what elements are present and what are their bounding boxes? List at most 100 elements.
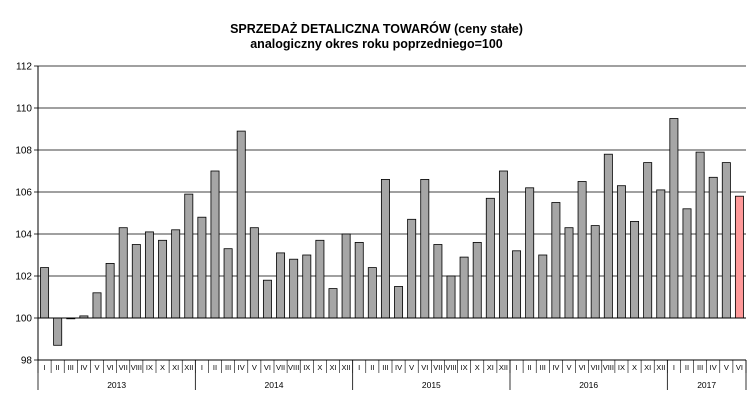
bar bbox=[118, 227, 128, 319]
bar bbox=[236, 130, 246, 319]
y-axis-ticks: 98 100 102 104 106 108 110 112 bbox=[15, 62, 32, 367]
y-tick-label: 98 bbox=[21, 356, 33, 367]
x-tick-label: VIII bbox=[131, 363, 142, 372]
x-tick-label: IX bbox=[461, 363, 468, 372]
year-label: 2015 bbox=[422, 380, 441, 390]
bar bbox=[551, 202, 561, 319]
x-tick-label: VIII bbox=[603, 363, 614, 372]
year-label: 2017 bbox=[697, 380, 716, 390]
x-tick-label: XII bbox=[656, 363, 665, 372]
bar bbox=[367, 267, 377, 319]
x-tick-label: III bbox=[68, 363, 74, 372]
x-tick-label: II bbox=[213, 363, 217, 372]
bar bbox=[433, 244, 443, 319]
bar bbox=[498, 170, 508, 319]
x-tick-label: VII bbox=[119, 363, 128, 372]
bar bbox=[158, 239, 168, 319]
bar bbox=[223, 248, 233, 319]
x-tick-label: VIII bbox=[288, 363, 299, 372]
x-tick-label: III bbox=[540, 363, 546, 372]
x-axis-ticks: I II III IV V VI VII VIII IX X XI XII I II III IV V VI VII… bbox=[44, 363, 743, 390]
x-tick-label: I bbox=[44, 363, 46, 372]
y-tick-label: 112 bbox=[16, 62, 32, 73]
x-tick-label: II bbox=[528, 363, 532, 372]
y-tick-label: 106 bbox=[15, 188, 32, 199]
bar bbox=[184, 193, 194, 319]
bar bbox=[407, 218, 417, 319]
x-tick-label: XI bbox=[644, 363, 651, 372]
bar bbox=[472, 241, 482, 319]
x-tick-label: V bbox=[409, 363, 414, 372]
grid-lines bbox=[34, 65, 746, 361]
x-tick-label: VIII bbox=[445, 363, 456, 372]
bar bbox=[341, 233, 351, 319]
bar bbox=[734, 195, 744, 319]
x-tick-label: IV bbox=[552, 363, 559, 372]
bar bbox=[171, 229, 181, 319]
bar bbox=[144, 231, 154, 319]
bar bbox=[354, 241, 364, 319]
x-tick-label: IV bbox=[238, 363, 245, 372]
x-tick-label: V bbox=[94, 363, 99, 372]
x-tick-label: VII bbox=[433, 363, 442, 372]
bar bbox=[564, 227, 574, 319]
bar bbox=[328, 288, 338, 319]
y-tick-label: 102 bbox=[15, 272, 32, 283]
bar bbox=[262, 279, 272, 319]
x-tick-label: II bbox=[370, 363, 374, 372]
y-tick-label: 100 bbox=[15, 314, 32, 325]
bar bbox=[394, 286, 404, 319]
bar bbox=[669, 118, 679, 319]
bar bbox=[420, 178, 430, 319]
x-tick-label: XI bbox=[172, 363, 179, 372]
bar bbox=[105, 262, 115, 319]
x-tick-label: VII bbox=[276, 363, 285, 372]
bar bbox=[538, 254, 548, 319]
x-tick-label: II bbox=[685, 363, 689, 372]
bar bbox=[643, 162, 653, 319]
x-tick-label: XI bbox=[329, 363, 336, 372]
bar bbox=[276, 252, 286, 319]
bar bbox=[616, 185, 626, 319]
bar bbox=[512, 250, 522, 319]
bar bbox=[53, 317, 63, 346]
bar bbox=[446, 275, 456, 319]
y-tick-label: 108 bbox=[15, 146, 32, 157]
bar bbox=[249, 227, 259, 319]
bar bbox=[131, 244, 141, 319]
x-tick-label: IV bbox=[710, 363, 717, 372]
chart-title-line: SPRZEDAŻ DETALICZNA TOWARÓW (ceny stałe) bbox=[230, 22, 523, 36]
y-tick-label: 104 bbox=[15, 230, 32, 241]
bar bbox=[656, 189, 666, 319]
bar bbox=[302, 254, 312, 319]
x-tick-label: V bbox=[566, 363, 571, 372]
x-tick-label: X bbox=[475, 363, 480, 372]
x-tick-label: V bbox=[724, 363, 729, 372]
bar bbox=[695, 151, 705, 319]
x-tick-label: V bbox=[252, 363, 257, 372]
x-tick-label: XII bbox=[499, 363, 508, 372]
bars bbox=[40, 118, 744, 346]
y-tick-label: 110 bbox=[16, 104, 32, 115]
bar bbox=[289, 258, 299, 319]
bar bbox=[525, 187, 535, 319]
x-tick-label: I bbox=[201, 363, 203, 372]
bar bbox=[485, 197, 495, 319]
bar bbox=[210, 170, 220, 319]
bar bbox=[708, 176, 718, 319]
bar bbox=[590, 225, 600, 319]
x-tick-label: XI bbox=[487, 363, 494, 372]
x-tick-label: VI bbox=[736, 363, 743, 372]
x-tick-label: IX bbox=[303, 363, 310, 372]
x-tick-label: IV bbox=[395, 363, 402, 372]
bar bbox=[577, 181, 587, 319]
x-tick-label: VI bbox=[107, 363, 114, 372]
x-tick-label: X bbox=[160, 363, 165, 372]
x-tick-label: III bbox=[382, 363, 388, 372]
bar bbox=[459, 256, 469, 319]
bar bbox=[630, 220, 640, 319]
bar bbox=[40, 267, 50, 319]
x-tick-label: VI bbox=[264, 363, 271, 372]
x-tick-label: II bbox=[56, 363, 60, 372]
